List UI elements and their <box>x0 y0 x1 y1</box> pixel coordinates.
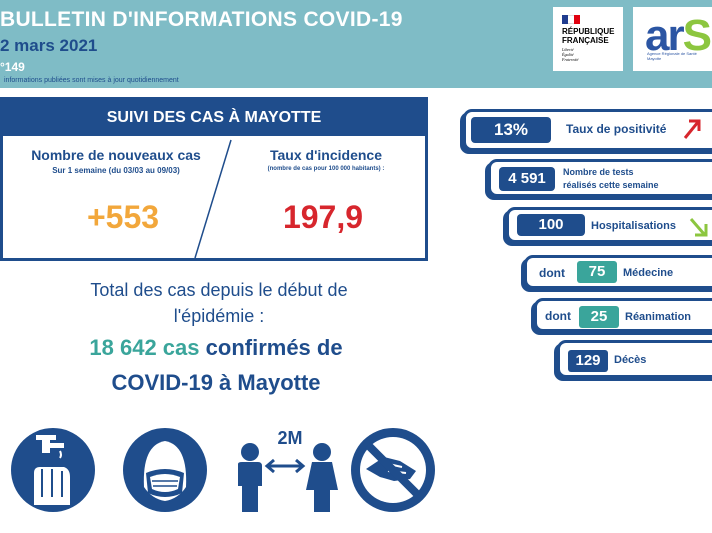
french-flag-icon <box>562 15 580 24</box>
ars-s-letter: S <box>682 11 712 60</box>
motto-2: Égalité <box>562 52 574 57</box>
ars-logo: arS Agence Régionale de Santé Mayotte <box>633 7 712 71</box>
total-line-2: l'épidémie : <box>173 306 265 326</box>
incidence-subtitle: (nombre de cas pour 100 000 habitants) : <box>267 166 385 172</box>
hospital-label: Hospitalisations <box>591 220 676 232</box>
tests-value: 4 591 <box>499 167 555 191</box>
confirmed-line: 18 642 cas confirmés de <box>30 335 402 361</box>
bulletin-date: 2 mars 2021 <box>0 36 98 55</box>
rf-line-2: FRANÇAISE <box>562 36 609 45</box>
confirmed-text: confirmés de <box>205 335 343 360</box>
republique-francaise-logo: RÉPUBLIQUE FRANÇAISE Liberté Égalité Fra… <box>553 7 623 71</box>
new-cases-title: Nombre de nouveaux cas <box>31 147 201 163</box>
new-cases-value: +553 <box>86 199 160 235</box>
distance-label: 2M <box>277 428 303 448</box>
cases-heading: SUIVI DES CAS À MAYOTTE <box>3 100 425 136</box>
no-handshake-icon <box>351 428 435 512</box>
hospital-value: 100 <box>517 214 585 236</box>
update-note: informations publiées sont mises à jour … <box>4 77 179 84</box>
column-divider <box>194 139 232 258</box>
reanimation-label: Réanimation <box>625 311 692 323</box>
total-line-1: Total des cas depuis le début de <box>90 280 348 300</box>
medecine-pill: dont 75 Médecine <box>524 255 712 289</box>
motto-1: Liberté <box>562 47 574 52</box>
deces-value: 129 <box>568 350 608 372</box>
medecine-prefix: dont <box>539 266 565 280</box>
positivity-value: 13% <box>471 117 551 143</box>
ars-letters: ar <box>645 11 685 60</box>
medecine-label: Médecine <box>623 267 674 279</box>
new-cases-subtitle: Sur 1 semaine (du 03/03 au 09/03) <box>52 166 180 175</box>
trend-down-arrow-icon <box>689 218 708 237</box>
ars-sub-2: Mayotte <box>647 56 662 61</box>
confirmed-line-2: COVID-19 à Mayotte <box>111 370 321 395</box>
incidence-title: Taux d'incidence <box>270 147 382 163</box>
positivity-pill: 13% Taux de positivité <box>463 109 712 151</box>
rf-line-1: RÉPUBLIQUE <box>562 27 615 36</box>
hand-washing-icon <box>11 428 95 512</box>
distancing-icon: 2M <box>232 424 342 516</box>
cases-summary-box: SUIVI DES CAS À MAYOTTE Nombre de nouvea… <box>0 97 428 261</box>
header-banner: BULLETIN D'INFORMATIONS COVID-19 2 mars … <box>0 0 712 88</box>
confirmed-count: 18 642 cas <box>89 335 200 360</box>
reanimation-value: 25 <box>579 306 619 328</box>
positivity-label: Taux de positivité <box>566 122 667 136</box>
deces-label: Décès <box>614 354 647 366</box>
tests-label-2: réalisés cette semaine <box>563 180 659 190</box>
mask-icon <box>123 428 207 512</box>
medecine-value: 75 <box>577 261 617 283</box>
bulletin-number: °149 <box>0 60 25 74</box>
ars-sub-1: Agence Régionale de Santé <box>647 51 697 56</box>
incidence-value: 197,9 <box>282 199 364 235</box>
tests-pill: 4 591 Nombre de tests réalisés cette sem… <box>488 159 712 197</box>
reanimation-prefix: dont <box>545 309 571 323</box>
motto-3: Fraternité <box>562 57 579 62</box>
bulletin-title: BULLETIN D'INFORMATIONS COVID-19 <box>0 8 403 31</box>
reanimation-pill: dont 25 Réanimation <box>534 298 712 332</box>
tests-label-1: Nombre de tests <box>563 167 634 177</box>
deces-pill: 129 Décès <box>557 340 712 378</box>
trend-up-arrow-icon <box>683 119 701 139</box>
hospital-pill: 100 Hospitalisations <box>506 207 712 243</box>
